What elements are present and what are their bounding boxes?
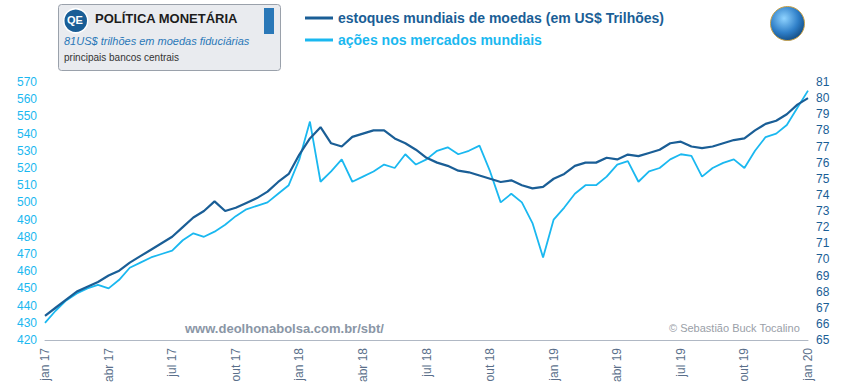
svg-text:abr 19: abr 19 [610, 348, 624, 382]
svg-text:out 19: out 19 [737, 348, 751, 382]
svg-text:72: 72 [816, 220, 830, 234]
svg-text:80: 80 [816, 91, 830, 105]
svg-text:QE: QE [67, 14, 83, 26]
svg-text:550: 550 [17, 109, 37, 123]
svg-text:440: 440 [17, 299, 37, 313]
svg-text:jul 17: jul 17 [165, 348, 179, 378]
svg-text:75: 75 [816, 172, 830, 186]
svg-text:73: 73 [816, 204, 830, 218]
svg-text:520: 520 [17, 161, 37, 175]
svg-text:510: 510 [17, 178, 37, 192]
svg-text:68: 68 [816, 285, 830, 299]
svg-text:ações nos mercados mundiais: ações nos mercados mundiais [338, 32, 542, 48]
svg-text:www.deolhonabolsa.com.br/sbt/: www.deolhonabolsa.com.br/sbt/ [184, 321, 384, 336]
svg-text:74: 74 [816, 188, 830, 202]
svg-text:71: 71 [816, 236, 830, 250]
svg-text:430: 430 [17, 316, 37, 330]
svg-text:420: 420 [17, 333, 37, 347]
svg-text:69: 69 [816, 269, 830, 283]
svg-text:78: 78 [816, 123, 830, 137]
svg-text:460: 460 [17, 264, 37, 278]
svg-text:480: 480 [17, 230, 37, 244]
svg-text:570: 570 [17, 75, 37, 89]
svg-text:jan 19: jan 19 [547, 348, 561, 382]
svg-text:450: 450 [17, 281, 37, 295]
svg-text:abr 17: abr 17 [102, 348, 116, 382]
svg-text:jan 18: jan 18 [292, 348, 306, 382]
svg-text:65: 65 [816, 333, 830, 347]
svg-text:76: 76 [816, 156, 830, 170]
svg-text:POLÍTICA MONETÁRIA: POLÍTICA MONETÁRIA [95, 11, 238, 26]
svg-text:© Sebastião Buck Tocalino: © Sebastião Buck Tocalino [669, 322, 800, 334]
svg-text:out 17: out 17 [229, 348, 243, 382]
svg-text:jul 19: jul 19 [674, 348, 688, 378]
svg-text:principais bancos centrais: principais bancos centrais [64, 52, 179, 63]
svg-text:jul 18: jul 18 [420, 348, 434, 378]
svg-text:81US$ trilhões em moedas fiduc: 81US$ trilhões em moedas fiduciárias [64, 35, 250, 47]
svg-text:67: 67 [816, 301, 830, 315]
svg-text:estoques mundiais de moedas (e: estoques mundiais de moedas (em US$ Tril… [338, 10, 664, 26]
svg-text:out 18: out 18 [483, 348, 497, 382]
svg-text:530: 530 [17, 144, 37, 158]
svg-text:70: 70 [816, 252, 830, 266]
svg-text:500: 500 [17, 195, 37, 209]
svg-text:560: 560 [17, 92, 37, 106]
svg-text:470: 470 [17, 247, 37, 261]
svg-text:81: 81 [816, 75, 830, 89]
svg-text:jan 20: jan 20 [801, 348, 815, 382]
svg-text:jan 17: jan 17 [38, 348, 52, 382]
svg-text:abr 18: abr 18 [356, 348, 370, 382]
svg-text:77: 77 [816, 140, 830, 154]
svg-text:66: 66 [816, 317, 830, 331]
svg-text:79: 79 [816, 107, 830, 121]
svg-text:540: 540 [17, 127, 37, 141]
svg-text:490: 490 [17, 213, 37, 227]
